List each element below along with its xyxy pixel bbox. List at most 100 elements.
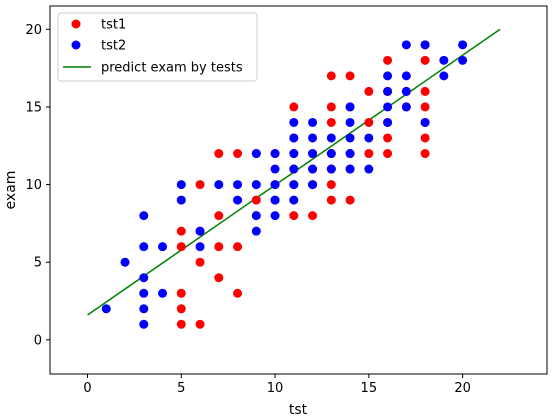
point-tst2 <box>233 195 243 205</box>
point-tst2 <box>308 149 318 159</box>
point-tst2 <box>251 180 261 190</box>
point-tst1 <box>420 55 430 65</box>
point-tst2 <box>158 242 168 252</box>
x-tick-label: 15 <box>361 381 378 396</box>
point-tst1 <box>214 273 224 283</box>
legend-label-tst2: tst2 <box>101 39 126 54</box>
point-tst1 <box>364 117 374 127</box>
point-tst2 <box>139 319 149 329</box>
point-tst1 <box>326 71 336 81</box>
point-tst2 <box>270 195 280 205</box>
y-tick-label: 5 <box>34 256 42 271</box>
legend-marker-tst1 <box>71 19 81 29</box>
point-tst1 <box>214 211 224 221</box>
point-tst2 <box>345 164 355 174</box>
point-tst1 <box>233 149 243 159</box>
point-tst2 <box>139 242 149 252</box>
point-tst2 <box>308 164 318 174</box>
point-tst1 <box>195 180 205 190</box>
y-tick-label: 10 <box>25 178 42 193</box>
point-tst2 <box>270 164 280 174</box>
point-tst1 <box>420 133 430 143</box>
point-tst2 <box>270 211 280 221</box>
x-tick-label: 20 <box>454 381 471 396</box>
point-tst2 <box>439 55 449 65</box>
y-axis-ticks: 0 5 10 15 20 <box>25 23 50 348</box>
point-tst2 <box>383 86 393 96</box>
x-tick-label: 5 <box>177 381 185 396</box>
point-tst2 <box>214 180 224 190</box>
point-tst2 <box>120 257 130 267</box>
point-tst1 <box>345 71 355 81</box>
point-tst2 <box>383 102 393 112</box>
y-tick-label: 15 <box>25 100 42 115</box>
point-tst2 <box>101 304 111 314</box>
point-tst2 <box>458 40 468 50</box>
point-tst2 <box>364 164 374 174</box>
point-tst2 <box>345 133 355 143</box>
point-tst1 <box>251 195 261 205</box>
y-tick-label: 20 <box>25 23 42 38</box>
point-tst2 <box>401 71 411 81</box>
point-tst2 <box>195 242 205 252</box>
point-tst2 <box>364 133 374 143</box>
point-tst2 <box>289 149 299 159</box>
point-tst2 <box>289 164 299 174</box>
point-tst2 <box>251 211 261 221</box>
point-tst2 <box>420 117 430 127</box>
x-axis-ticks: 0 5 10 15 20 <box>83 374 471 396</box>
point-tst1 <box>420 149 430 159</box>
point-tst2 <box>345 102 355 112</box>
legend-box <box>57 12 258 82</box>
y-axis-label: exam <box>3 171 19 210</box>
point-tst2 <box>345 117 355 127</box>
point-tst1 <box>233 242 243 252</box>
legend-label-prediction: predict exam by tests <box>101 61 243 76</box>
point-tst2 <box>308 133 318 143</box>
point-tst2 <box>289 180 299 190</box>
point-tst1 <box>176 304 186 314</box>
point-tst1 <box>364 149 374 159</box>
y-tick-label: 0 <box>34 333 42 348</box>
point-tst2 <box>176 180 186 190</box>
point-tst1 <box>176 226 186 236</box>
axes-frame <box>49 5 548 375</box>
point-tst2 <box>345 149 355 159</box>
point-tst2 <box>251 226 261 236</box>
point-tst2 <box>326 164 336 174</box>
point-tst1 <box>214 242 224 252</box>
point-tst2 <box>139 304 149 314</box>
point-tst1 <box>326 180 336 190</box>
point-tst1 <box>383 55 393 65</box>
point-tst2 <box>270 149 280 159</box>
point-tst2 <box>176 195 186 205</box>
point-tst2 <box>270 180 280 190</box>
point-tst1 <box>383 149 393 159</box>
point-tst2 <box>383 71 393 81</box>
x-axis-label: tst <box>289 402 308 418</box>
point-tst2 <box>420 40 430 50</box>
point-tst2 <box>326 133 336 143</box>
point-tst1 <box>326 195 336 205</box>
point-tst2 <box>289 133 299 143</box>
point-tst2 <box>458 55 468 65</box>
point-tst2 <box>326 149 336 159</box>
point-tst2 <box>139 211 149 221</box>
point-tst1 <box>326 117 336 127</box>
point-tst1 <box>345 195 355 205</box>
point-tst2 <box>158 288 168 298</box>
point-tst1 <box>420 86 430 96</box>
x-tick-label: 10 <box>267 381 284 396</box>
point-tst1 <box>308 211 318 221</box>
point-tst2 <box>401 102 411 112</box>
point-tst1 <box>195 257 205 267</box>
legend: tst1 tst2 predict exam by tests <box>57 12 258 82</box>
legend-label-tst1: tst1 <box>101 18 126 33</box>
point-tst2 <box>383 117 393 127</box>
point-tst2 <box>439 71 449 81</box>
point-tst2 <box>308 117 318 127</box>
points-layer <box>101 40 468 329</box>
point-tst1 <box>420 102 430 112</box>
point-tst2 <box>139 288 149 298</box>
